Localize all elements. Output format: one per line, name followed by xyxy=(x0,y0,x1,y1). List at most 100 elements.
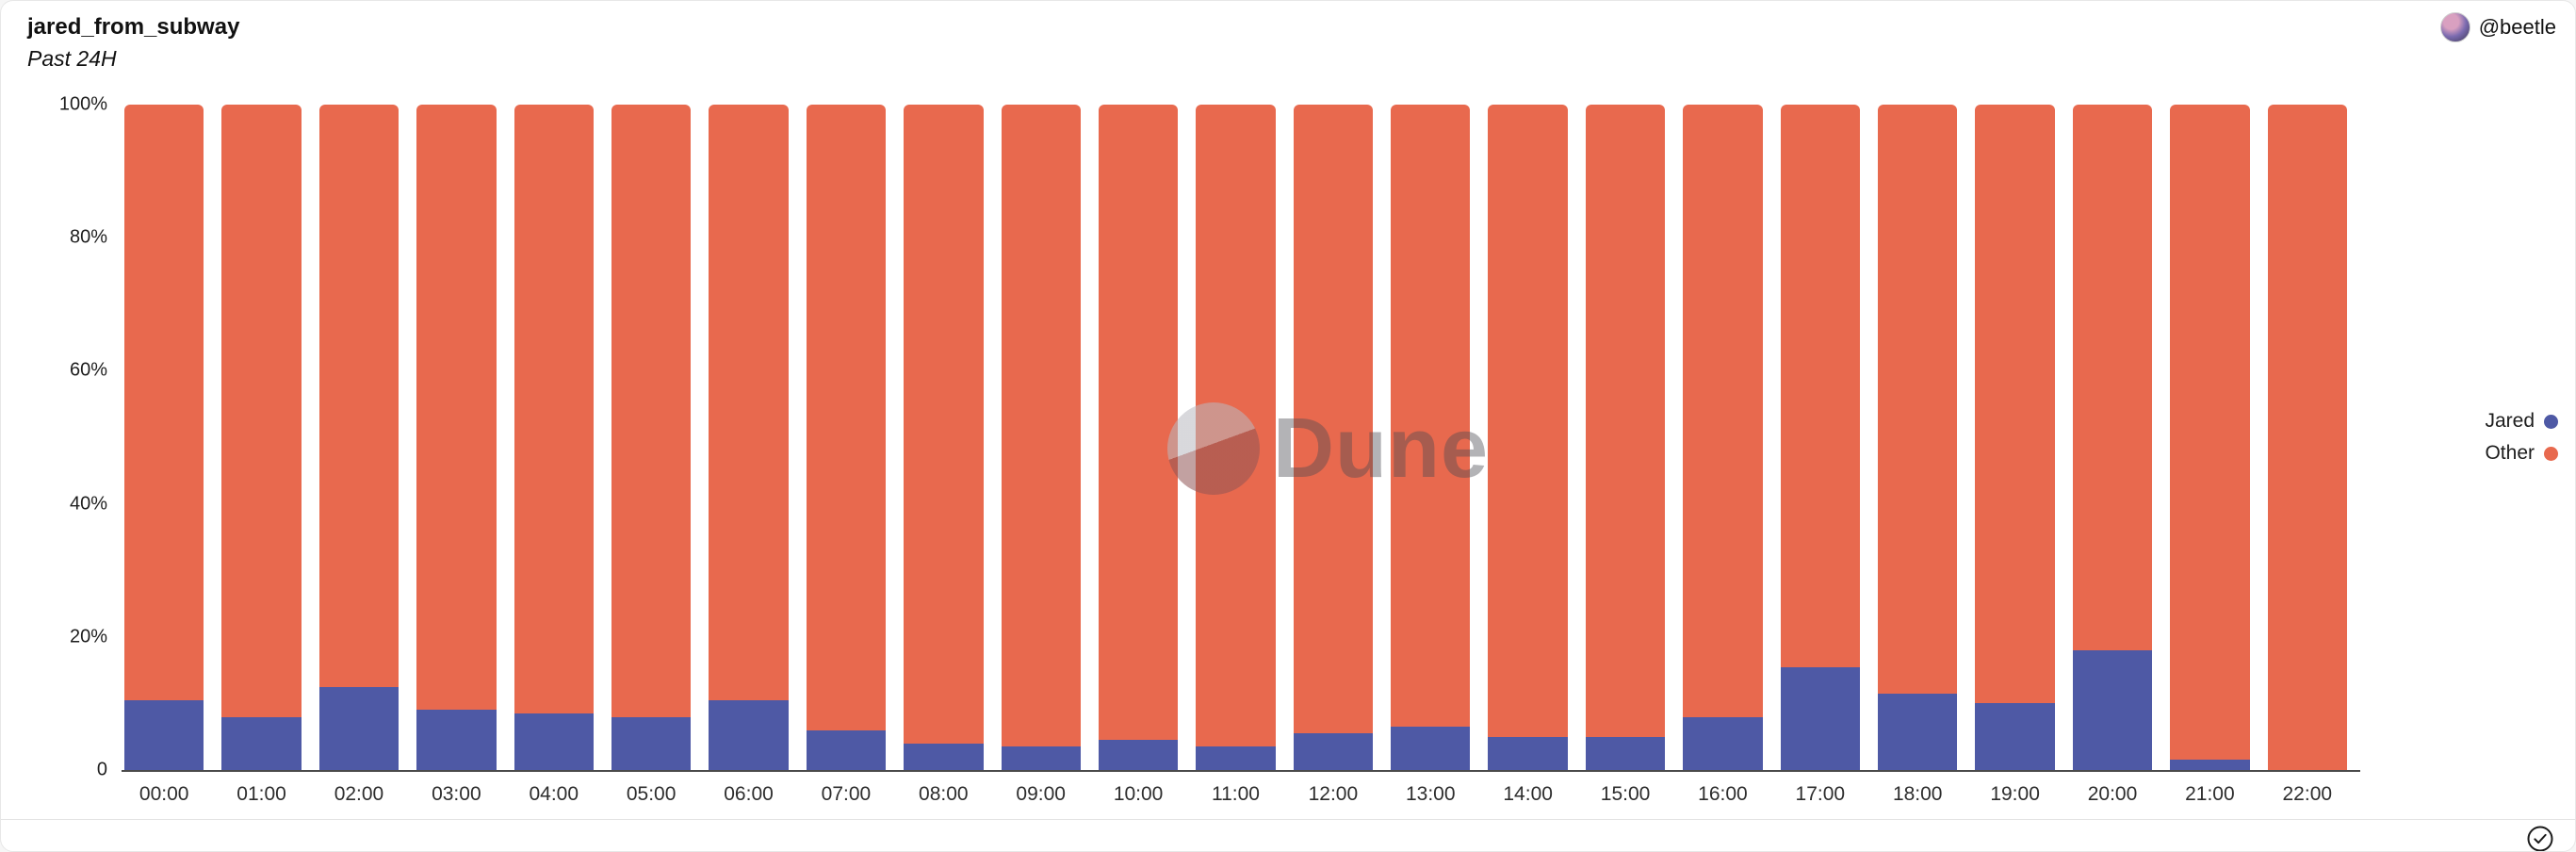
bar-segment-jared xyxy=(514,713,594,770)
bar-column[interactable] xyxy=(1293,105,1374,770)
bar-segment-jared xyxy=(1098,740,1179,770)
x-tick-label: 08:00 xyxy=(919,783,969,805)
bar-segment-other xyxy=(904,105,984,744)
bar-column[interactable] xyxy=(2267,105,2347,770)
bar-column[interactable] xyxy=(1098,105,1179,770)
bar-column[interactable] xyxy=(806,105,887,770)
bar-column[interactable] xyxy=(611,105,692,770)
x-tick-label: 04:00 xyxy=(529,783,579,805)
bar-column[interactable] xyxy=(1391,105,1471,770)
bar-segment-other xyxy=(2267,105,2347,770)
x-tick-label: 15:00 xyxy=(1600,783,1651,805)
bar-segment-jared xyxy=(221,716,302,770)
x-tick-label: 22:00 xyxy=(2282,783,2333,805)
legend: Jared Other xyxy=(2485,410,2558,465)
bar-column[interactable] xyxy=(1488,105,1568,770)
y-tick-label: 100% xyxy=(58,93,107,115)
bar-segment-jared xyxy=(1975,703,2055,770)
x-tick-label: 17:00 xyxy=(1795,783,1846,805)
bar-segment-other xyxy=(611,105,692,717)
author-handle: @beetle xyxy=(2478,15,2556,39)
bar-segment-jared xyxy=(416,710,497,770)
x-tick-label: 03:00 xyxy=(432,783,481,805)
bar-segment-jared xyxy=(1488,736,1568,770)
bar-segment-other xyxy=(1585,105,1666,737)
bar-segment-jared xyxy=(806,729,887,770)
bar-column[interactable] xyxy=(514,105,594,770)
y-tick-label: 80% xyxy=(69,226,107,248)
y-tick-label: 20% xyxy=(69,626,107,647)
bar-segment-jared xyxy=(124,699,204,770)
x-axis-labels: 00:00 01:00 02:00 03:00 04:00 05:00 06:00 07:00… xyxy=(124,783,2347,806)
bar-column[interactable] xyxy=(904,105,984,770)
bar-segment-jared xyxy=(709,699,789,770)
legend-item-other[interactable]: Other xyxy=(2485,442,2558,465)
x-tick-label: 01:00 xyxy=(236,783,286,805)
x-tick-label: 12:00 xyxy=(1308,783,1359,805)
bar-segment-jared xyxy=(2170,760,2250,770)
legend-item-jared[interactable]: Jared xyxy=(2485,410,2558,433)
bar-segment-jared xyxy=(2072,649,2153,770)
bar-column[interactable] xyxy=(416,105,497,770)
x-tick-label: 10:00 xyxy=(1113,783,1164,805)
bar-column[interactable] xyxy=(2072,105,2153,770)
chart-subtitle: Past 24H xyxy=(27,46,117,71)
bar-column[interactable] xyxy=(1001,105,1081,770)
bar-column[interactable] xyxy=(1878,105,1958,770)
bar-segment-other xyxy=(806,105,887,730)
x-tick-label: 05:00 xyxy=(626,783,677,805)
bar-column[interactable] xyxy=(709,105,789,770)
legend-label-other: Other xyxy=(2485,442,2535,464)
footer-divider xyxy=(1,819,2575,820)
bar-segment-jared xyxy=(1001,746,1081,770)
bar-segment-jared xyxy=(1585,736,1666,770)
x-tick-label: 02:00 xyxy=(334,783,384,805)
x-tick-label: 16:00 xyxy=(1698,783,1748,805)
bar-column[interactable] xyxy=(1683,105,1763,770)
bar-segment-jared xyxy=(1683,716,1763,770)
bar-segment-jared xyxy=(1878,693,1958,770)
y-axis: 100% 80% 60% 40% 20% 0 xyxy=(1,94,107,780)
bar-segment-jared xyxy=(1780,666,1861,770)
bar-segment-jared xyxy=(1196,746,1276,770)
bar-segment-jared xyxy=(1293,733,1374,770)
bar-column[interactable] xyxy=(318,105,399,770)
bar-segment-jared xyxy=(1391,727,1471,770)
x-tick-label: 13:00 xyxy=(1405,783,1456,805)
bar-segment-other xyxy=(1293,105,1374,734)
bar-segment-other xyxy=(1975,105,2055,704)
avatar xyxy=(2439,12,2470,42)
y-tick-label: 60% xyxy=(69,359,107,381)
bar-segment-other xyxy=(2170,105,2250,761)
bar-segment-other xyxy=(1683,105,1763,717)
author[interactable]: @beetle xyxy=(2439,12,2556,42)
x-tick-label: 07:00 xyxy=(821,783,872,805)
bar-column[interactable] xyxy=(1585,105,1666,770)
bar-column[interactable] xyxy=(2170,105,2250,770)
bar-column[interactable] xyxy=(1780,105,1861,770)
bar-column[interactable] xyxy=(221,105,302,770)
bar-column[interactable] xyxy=(1975,105,2055,770)
y-tick-label: 0 xyxy=(96,759,107,780)
bar-segment-other xyxy=(1780,105,1861,667)
x-tick-label: 00:00 xyxy=(139,783,189,805)
bar-segment-other xyxy=(1098,105,1179,741)
x-tick-label: 18:00 xyxy=(1892,783,1943,805)
bars-area xyxy=(124,105,2347,770)
check-circle-icon[interactable] xyxy=(2526,825,2554,852)
x-tick-label: 14:00 xyxy=(1503,783,1553,805)
x-tick-label: 06:00 xyxy=(724,783,774,805)
bar-segment-other xyxy=(1391,105,1471,728)
bar-column[interactable] xyxy=(1196,105,1276,770)
x-tick-label: 20:00 xyxy=(2087,783,2138,805)
bar-segment-other xyxy=(124,105,204,700)
bar-segment-other xyxy=(416,105,497,711)
legend-label-jared: Jared xyxy=(2485,410,2535,432)
legend-dot-other xyxy=(2544,446,2558,461)
bar-segment-jared xyxy=(904,743,984,770)
x-axis-line xyxy=(122,770,2360,772)
y-tick-label: 40% xyxy=(69,493,107,515)
bar-segment-other xyxy=(514,105,594,713)
bar-column[interactable] xyxy=(124,105,204,770)
